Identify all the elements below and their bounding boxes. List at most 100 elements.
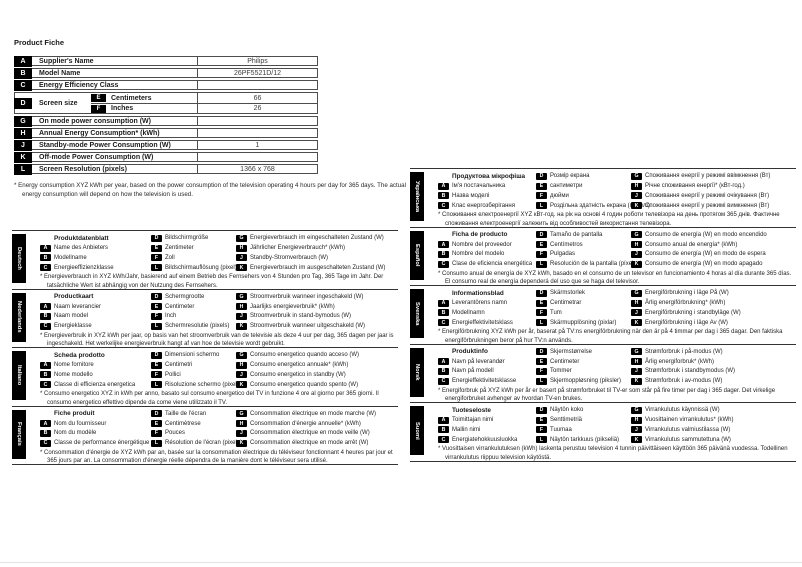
section-item-C: C Classe di efficienza energetica xyxy=(40,380,135,390)
fiche-label-H: Annual Energy Consumption* (kWh) xyxy=(39,129,160,137)
language-section-left-0: Deutsch Produktdatenblatt A Name des Anbiet… xyxy=(12,231,398,290)
item-label: Centimetrar xyxy=(550,300,582,307)
item-label: Consumo energetico quando acceso (W) xyxy=(250,352,360,359)
item-label: Pouces xyxy=(165,430,186,437)
key-badge-B: B xyxy=(40,312,51,320)
key-badge-D: D xyxy=(536,231,547,239)
section-item-K: K Virrankulutus sammutettuna (W) xyxy=(631,435,733,445)
item-label: Stroomverbruik in stand-bymodus (W) xyxy=(250,313,352,320)
section-item-A: A Naam leverancier xyxy=(40,302,101,312)
item-label: Клас енергозберігання xyxy=(452,202,515,209)
section-item-A: A Nombre del proveedor xyxy=(438,240,532,250)
item-label: Bildschirmgröße xyxy=(165,235,209,242)
key-badge-K: K xyxy=(631,202,642,210)
section-item-K: K Energiförbrukning i läge Av (W) xyxy=(631,318,741,328)
item-label: Naam leverancier xyxy=(54,303,102,310)
key-badge-G: G xyxy=(631,289,642,297)
item-label: Dimensioni schermo xyxy=(165,352,220,359)
section-item-L: L Résolution de l'écran (pixels) xyxy=(151,438,242,448)
language-label: Suomi xyxy=(414,421,420,440)
key-badge-G: G xyxy=(236,293,247,301)
section-title-row: Tuoteseloste xyxy=(438,406,517,416)
item-label: Mallin nimi xyxy=(452,426,481,433)
item-label: Consommation d'énergie annuelle* (kWh) xyxy=(250,420,361,427)
item-label: Navn på modell xyxy=(452,368,494,375)
section-column-1: Fiche produit A Nom du fournisseur B Nom du … xyxy=(40,409,149,448)
section-item-J: J Stroomverbruik in stand-bymodus (W) xyxy=(236,312,365,322)
language-label: Français xyxy=(16,422,22,446)
section-item-H: H Årlig energiforbruk* (kWh) xyxy=(631,357,735,367)
fiche-label-G: On mode power consumption (W) xyxy=(39,117,151,125)
section-title: Productkaart xyxy=(54,293,94,301)
section-column-1: Scheda prodotto A Nome fornitore B Nome mode… xyxy=(40,351,135,390)
key-badge-J: J xyxy=(236,312,247,320)
section-column-3: G Energiförbrukning i läge På (W) H Årlig e… xyxy=(631,289,741,328)
key-badge-H: H xyxy=(236,361,247,369)
fiche-label-J: Standby-mode Power Consumption (W) xyxy=(39,141,171,149)
key-badge-E: E xyxy=(536,416,547,424)
section-item-K: K Consumo energetico quando spento (W) xyxy=(236,380,359,390)
section-item-A: A Ім'я постачальника xyxy=(438,181,525,191)
section-column-1: Tuoteseloste A Toimittajan nimi B Mallin nim… xyxy=(438,406,517,445)
item-label: Розмір екрана xyxy=(550,173,590,180)
section-item-D: D Taille de l'écran xyxy=(151,409,242,419)
item-label: Skjermoppløsning (piksler) xyxy=(550,378,622,385)
item-label: Näytön koko xyxy=(550,407,584,414)
key-badge-J: J xyxy=(631,250,642,258)
item-label: Virrankulutus käynnissä (W) xyxy=(645,407,720,414)
section-item-B: B Modellnamn xyxy=(438,308,513,318)
section-item-G: G Virrankulutus käynnissä (W) xyxy=(631,406,733,416)
section-column-3: G Strømforbruk i på-modus (W) H Årlig energ… xyxy=(631,347,735,386)
item-label: Classe de performance énergétique xyxy=(54,440,150,447)
item-label: Clase de eficiencia energética xyxy=(452,261,533,268)
language-label: Italiano xyxy=(16,365,22,386)
section-item-F: F Pollici xyxy=(151,370,239,380)
section-item-J: J Споживання енергії у режимі очікування … xyxy=(631,191,770,201)
section-item-E: E Centimètrese xyxy=(151,419,242,429)
section-item-G: G Energiförbrukning i läge På (W) xyxy=(631,289,741,299)
section-title-row: Scheda prodotto xyxy=(40,351,135,361)
section-item-C: C Energieeffizienzklasse xyxy=(40,263,114,273)
section-footnote: * Споживання електроенергії XYZ кВт-год.… xyxy=(438,212,780,227)
language-section-left-2: Italiano Scheda prodotto A Nome fornitore B N… xyxy=(12,348,398,407)
item-label: Centimeter xyxy=(550,358,580,365)
section-item-E: E Centimetri xyxy=(151,360,239,370)
key-badge-J: J xyxy=(236,429,247,437)
section-title-row: Informationsblad xyxy=(438,289,513,299)
section-item-F: F Zoll xyxy=(151,253,237,263)
item-label: Schermgrootte xyxy=(165,293,205,300)
language-section-left-3: Français Fiche produit A Nom du fournisseur… xyxy=(12,406,398,465)
key-badge-K: K xyxy=(631,260,642,268)
fiche-label-E: Centimeters xyxy=(111,94,152,102)
item-label: Årlig energiforbruk* (kWh) xyxy=(645,358,715,365)
key-badge-B: B xyxy=(14,68,32,79)
item-label: Energieverbrauch im ausgeschalteten Zust… xyxy=(250,264,386,271)
key-badge-E: E xyxy=(151,244,162,252)
key-badge-G: G xyxy=(236,234,247,242)
item-label: Strømforbruk i av-modus (W) xyxy=(645,378,723,385)
section-item-C: C Clase de eficiencia energética xyxy=(438,259,532,269)
fiche-value-J: 1 xyxy=(197,141,317,149)
section-column-2: D Skjermstørrelse E Centimeter F Tommer L Skjer… xyxy=(536,347,621,386)
section-item-L: L Resolución de la pantalla (píxeles) xyxy=(536,259,642,269)
language-section-right-0: Українська Продуктова мікрофіша A Ім'я пост… xyxy=(410,169,796,228)
key-badge-A: A xyxy=(40,361,51,369)
key-badge-F: F xyxy=(151,312,162,320)
section-title-row: Ficha de producto xyxy=(438,230,532,240)
section-item-J: J Consumo energetico in standby (W) xyxy=(236,370,359,380)
item-label: Consumo energetico annuale* (kWh) xyxy=(250,362,349,369)
section-column-3: G Energieverbrauch im eingeschalteten Zus… xyxy=(236,234,385,273)
section-item-G: G Споживання енергії у режимі ввімкнення … xyxy=(631,172,770,182)
fiche-label-D: Screen size xyxy=(39,99,78,107)
key-badge-D: D xyxy=(151,293,162,301)
language-tab: Svenska xyxy=(410,289,424,338)
section-item-D: D Skjermstørrelse xyxy=(536,347,621,357)
fiche-row-H: H Annual Energy Consumption* (kWh) xyxy=(14,128,318,139)
section-footnote: * Energieverbruik in XYZ kWh per jaar, o… xyxy=(40,332,394,348)
section-item-J: J Virrankulutus valmiustilassa (W) xyxy=(631,425,733,435)
section-column-1: Productkaart A Naam leverancier B Naam model… xyxy=(40,292,101,331)
section-column-3: G Споживання енергії у режимі ввімкнення … xyxy=(631,172,770,211)
section-item-A: A Nome fornitore xyxy=(40,360,135,370)
key-badge-K: K xyxy=(631,377,642,385)
